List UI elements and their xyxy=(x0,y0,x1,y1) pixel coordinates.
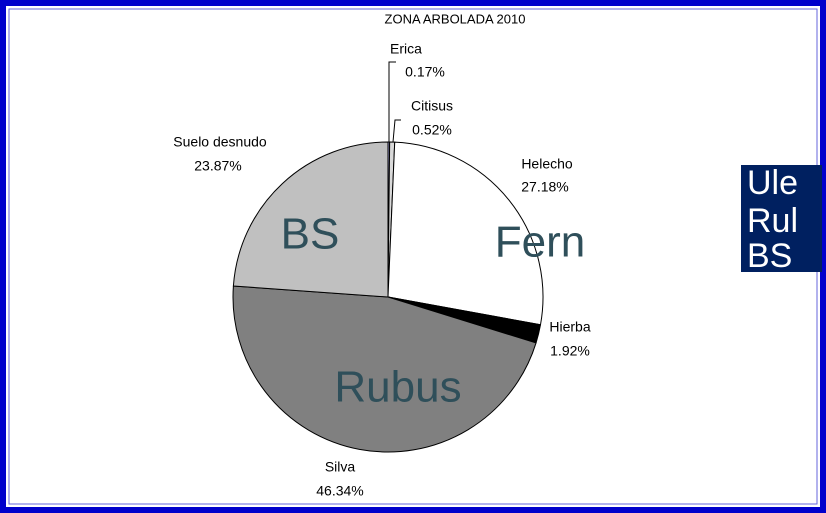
annotation: Fern xyxy=(495,218,585,267)
side-box xyxy=(741,165,822,272)
slice-label: Helecho xyxy=(521,156,573,172)
slice-label: Citisus xyxy=(411,98,453,114)
annotation: BS xyxy=(281,210,340,259)
slice-label: Silva xyxy=(325,459,356,475)
slice-value-label: 27.18% xyxy=(521,179,568,195)
side-box-text: Rul xyxy=(747,202,798,240)
slice-value-label: 1.92% xyxy=(550,343,590,359)
side-box-text: Ule xyxy=(747,164,798,202)
slice-value-label: 0.17% xyxy=(405,64,445,80)
slice-label: Suelo desnudo xyxy=(173,134,267,150)
pie-slice xyxy=(232,141,389,298)
slice-value-label: 46.34% xyxy=(316,483,363,499)
leader-line xyxy=(388,61,396,142)
side-box-text: BS xyxy=(747,237,792,275)
leader-line xyxy=(392,119,401,143)
pie xyxy=(232,141,544,453)
slice-label: Erica xyxy=(390,41,422,57)
slice-label: Hierba xyxy=(549,319,590,335)
pie-slice xyxy=(232,285,537,453)
annotation: Rubus xyxy=(334,363,461,412)
slice-value-label: 0.52% xyxy=(412,122,452,138)
chart-title: ZONA ARBOLADA 2010 xyxy=(385,11,526,26)
slice-value-label: 23.87% xyxy=(194,158,241,174)
pie-slice xyxy=(387,141,544,326)
